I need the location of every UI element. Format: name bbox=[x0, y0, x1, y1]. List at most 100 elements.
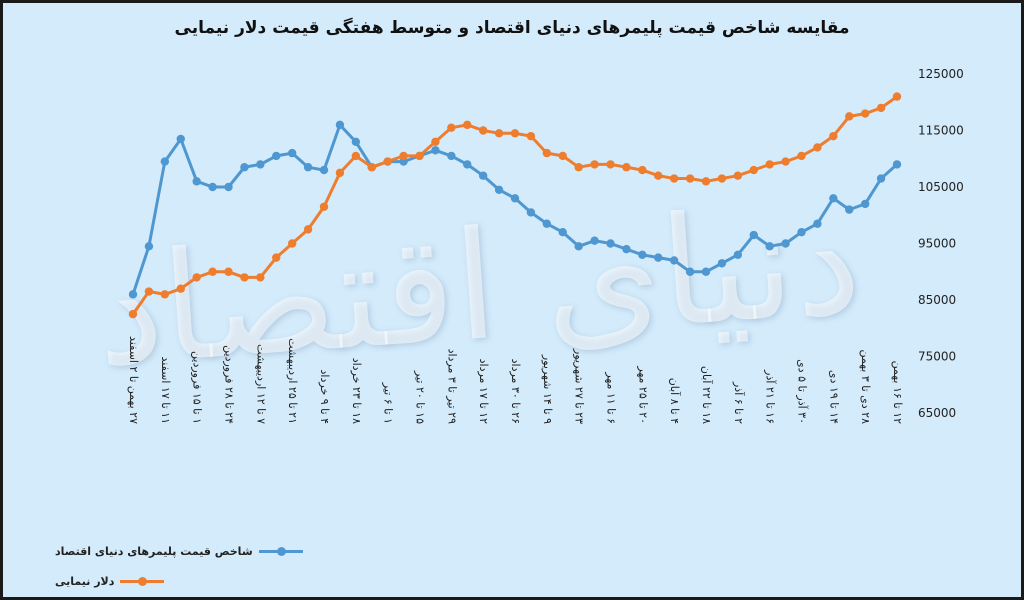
x-tick-label-18: ۱۵ تا ۲۰ تیر bbox=[414, 370, 427, 424]
series-0-point-31 bbox=[622, 244, 631, 254]
series-1-point-26 bbox=[542, 148, 552, 158]
series-1-point-27 bbox=[558, 151, 567, 161]
series-1-point-36 bbox=[701, 177, 711, 186]
series-0-point-4 bbox=[192, 177, 201, 186]
series-0-point-6 bbox=[224, 182, 233, 192]
series-0-point-11 bbox=[303, 163, 313, 172]
series-1-point-24 bbox=[510, 129, 520, 138]
series-1-point-42 bbox=[797, 151, 806, 161]
series-1-point-20 bbox=[447, 123, 456, 132]
series-0-point-32 bbox=[638, 250, 647, 259]
x-tick-label-40: ۱۶ تا ۲۱ آذر bbox=[764, 369, 778, 424]
series-1-point-0 bbox=[128, 309, 138, 319]
x-tick-label-36: ۱۸ تا ۲۲ آبان bbox=[700, 366, 714, 424]
series-1-point-11 bbox=[303, 225, 313, 234]
x-tick-label-12: ۴ تا ۹ خرداد bbox=[318, 370, 331, 425]
x-tick-label-8: ۷ تا ۱۲ اردیبهشت bbox=[254, 344, 267, 424]
series-1-point-45 bbox=[845, 112, 854, 121]
series-0-point-22 bbox=[478, 171, 488, 180]
series-0-point-13 bbox=[335, 120, 345, 130]
y-tick-label-0: 65000 bbox=[918, 406, 956, 420]
series-0-point-48 bbox=[892, 160, 902, 169]
x-tick-label-28: ۲۳ تا ۲۷ شهریور bbox=[573, 348, 586, 424]
series-1-point-1 bbox=[144, 287, 154, 296]
x-tick-label-32: ۲۰ تا ۲۵ مهر bbox=[636, 365, 649, 424]
series-1-point-44 bbox=[829, 131, 838, 141]
series-0-point-46 bbox=[860, 199, 870, 209]
series-0-point-45 bbox=[845, 205, 854, 214]
legend-label-polymer-index: شاخص قیمت پلیمرهای دنیای اقتصاد bbox=[55, 544, 253, 558]
series-1-point-16 bbox=[383, 157, 392, 166]
series-0-point-3 bbox=[176, 134, 185, 144]
x-tick-label-48: ۱۲ تا ۱۶ بهمن bbox=[891, 361, 904, 425]
series-1-point-14 bbox=[351, 151, 361, 161]
series-1-point-18 bbox=[415, 151, 424, 161]
series-0-point-43 bbox=[813, 219, 822, 228]
series-1-point-38 bbox=[733, 171, 743, 180]
series-0-point-25 bbox=[526, 208, 536, 217]
series-0-point-34 bbox=[669, 256, 679, 265]
series-1-point-9 bbox=[272, 253, 281, 262]
series-1-point-23 bbox=[494, 129, 504, 138]
series-0-point-2 bbox=[160, 157, 170, 166]
x-tick-label-4: ۱ تا ۱۵ فروردین bbox=[191, 351, 204, 424]
series-0-point-37 bbox=[717, 259, 727, 268]
legend-item-nima-dollar: دلار نیمایی bbox=[55, 574, 165, 588]
series-1-point-40 bbox=[765, 160, 774, 169]
series-0-point-14 bbox=[351, 137, 361, 146]
series-1-point-33 bbox=[654, 171, 663, 180]
series-1-point-41 bbox=[781, 157, 790, 166]
series-0-point-29 bbox=[590, 236, 599, 245]
series-0-point-40 bbox=[765, 242, 774, 251]
series-1-point-8 bbox=[256, 273, 265, 282]
legend-swatch-polymer-index bbox=[258, 544, 303, 558]
series-0-point-30 bbox=[606, 239, 615, 248]
series-0-point-28 bbox=[574, 242, 583, 251]
series-0-point-33 bbox=[654, 253, 663, 262]
series-1-point-22 bbox=[478, 126, 488, 135]
legend-label-nima-dollar: دلار نیمایی bbox=[55, 574, 115, 588]
series-0-point-7 bbox=[240, 163, 249, 172]
series-0-point-44 bbox=[829, 194, 838, 203]
x-tick-label-16: ۱ تا ۶ تیر bbox=[382, 382, 395, 424]
series-0-point-47 bbox=[876, 174, 886, 183]
y-tick-label-4: 105000 bbox=[918, 180, 964, 194]
series-1-point-7 bbox=[240, 273, 249, 282]
series-1-point-31 bbox=[622, 163, 631, 172]
x-tick-label-6: ۲۴ تا ۲۸ فروردین bbox=[223, 345, 236, 424]
series-1-point-12 bbox=[319, 202, 329, 211]
series-1-point-47 bbox=[876, 103, 886, 113]
series-1-point-32 bbox=[638, 165, 647, 175]
series-1-point-21 bbox=[463, 120, 472, 130]
y-tick-label-6: 125000 bbox=[918, 67, 964, 81]
series-1-point-37 bbox=[717, 174, 727, 183]
x-tick-label-46: ۲۸ دی تا ۳ بهمن bbox=[859, 349, 872, 424]
x-tick-label-44: ۱۴ تا ۱۹ دی bbox=[827, 370, 840, 424]
series-0-point-0 bbox=[128, 290, 138, 299]
x-tick-label-24: ۲۶ تا ۳۰ مرداد bbox=[509, 359, 522, 424]
legend-swatch-nima-dollar bbox=[120, 574, 165, 588]
series-0-point-39 bbox=[749, 230, 758, 240]
series-1-point-29 bbox=[590, 160, 599, 169]
x-tick-label-30: ۶ تا ۱۱ مهر bbox=[605, 371, 618, 424]
series-0-point-41 bbox=[781, 239, 790, 248]
series-0-point-23 bbox=[494, 185, 504, 195]
x-tick-label-2: ۱۱ تا ۱۷ اسفند bbox=[159, 357, 172, 425]
chart-title: مقایسه شاخص قیمت پلیمرهای دنیای اقتصاد و… bbox=[174, 18, 850, 38]
series-0-point-27 bbox=[558, 228, 567, 237]
series-1-point-43 bbox=[813, 143, 822, 152]
series-1-point-46 bbox=[860, 109, 870, 118]
series-1-point-25 bbox=[526, 131, 536, 141]
series-1-point-17 bbox=[399, 151, 408, 161]
series-0-point-1 bbox=[144, 242, 154, 251]
y-tick-label-2: 85000 bbox=[918, 293, 956, 307]
x-tick-label-42: ۳۰ آذر تا ۵ دی bbox=[796, 359, 810, 424]
series-0-point-24 bbox=[510, 194, 520, 203]
series-0-point-35 bbox=[685, 267, 695, 276]
legend-item-polymer-index: شاخص قیمت پلیمرهای دنیای اقتصاد bbox=[55, 544, 303, 558]
series-1-point-35 bbox=[685, 174, 695, 183]
y-tick-label-3: 95000 bbox=[918, 237, 956, 251]
series-0-point-20 bbox=[447, 151, 456, 161]
